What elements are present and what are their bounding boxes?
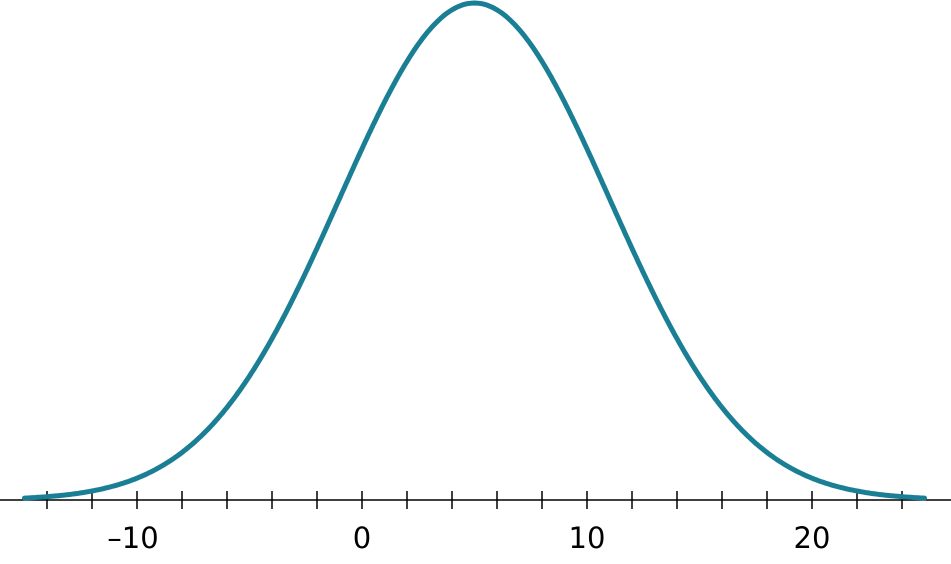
tick-label-20: 20 <box>794 521 831 555</box>
tick-label-0: 0 <box>353 521 371 555</box>
x-axis-ticks <box>46 491 903 509</box>
x-axis-tick-labels: –10 0 10 20 <box>107 521 830 555</box>
tick-label-neg10: –10 <box>107 521 158 555</box>
tick-label-10: 10 <box>569 521 606 555</box>
normal-curve-line <box>22 0 927 501</box>
